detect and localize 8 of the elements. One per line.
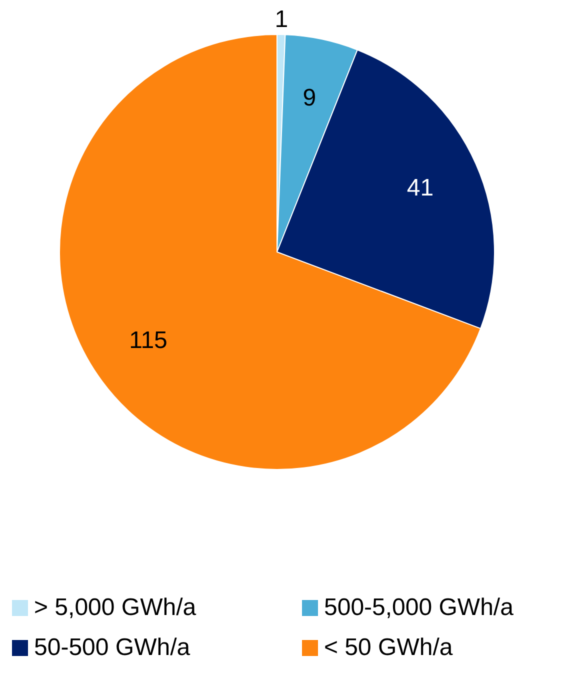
legend-label: < 50 GWh/a bbox=[324, 634, 453, 662]
data-label: 9 bbox=[302, 84, 316, 112]
legend-label: 500-5,000 GWh/a bbox=[324, 594, 514, 622]
legend-label: 50-500 GWh/a bbox=[34, 634, 190, 662]
legend-label: > 5,000 GWh/a bbox=[34, 594, 196, 622]
data-label: 41 bbox=[406, 174, 434, 202]
data-label: 1 bbox=[274, 6, 288, 34]
data-label: 115 bbox=[129, 326, 168, 354]
